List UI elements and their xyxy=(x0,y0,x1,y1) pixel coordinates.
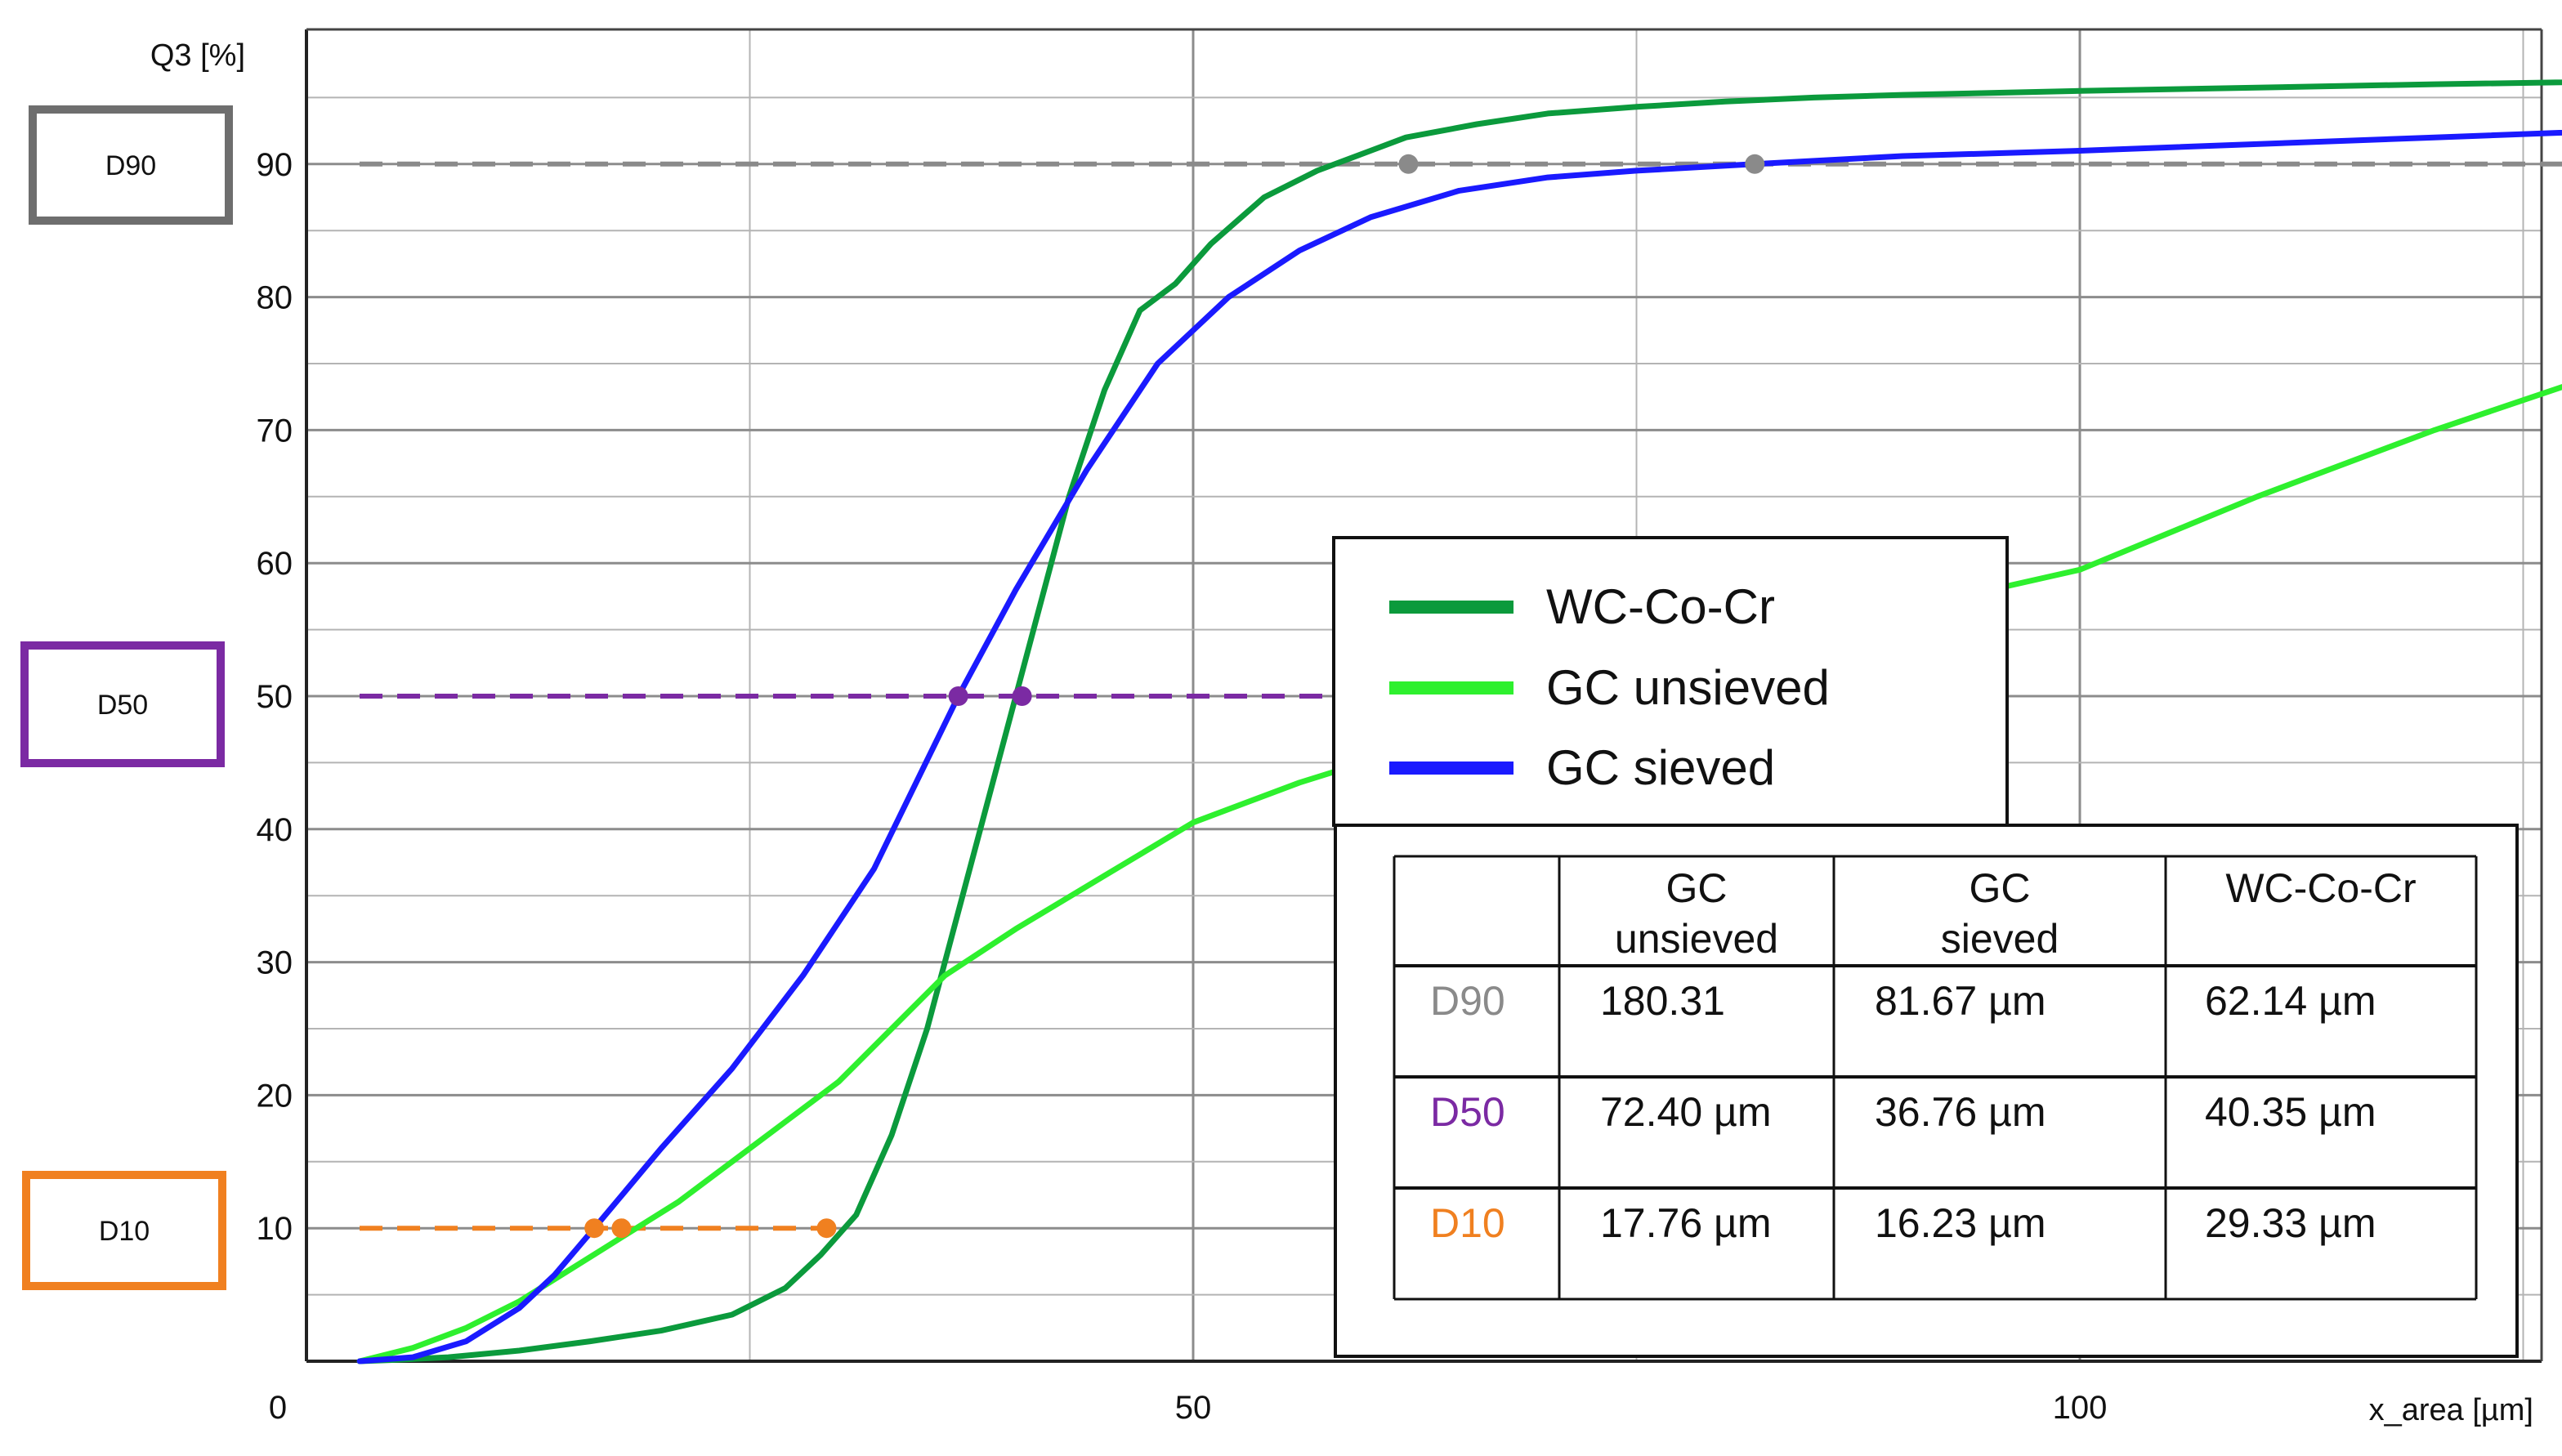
d-value-table: GC unsieved GC sieved WC-Co-Cr D90 180.31 81.67… xyxy=(1334,824,2519,1358)
table-row-label-d10: D10 xyxy=(1430,1200,1505,1246)
y-tick-label: 80 xyxy=(257,280,293,316)
side-box-d50-label: D50 xyxy=(97,690,148,721)
y-axis-label: Q3 [%] xyxy=(150,38,245,73)
legend-entry-gc-sieved: GC sieved xyxy=(1546,740,1775,795)
y-tick-label: 70 xyxy=(257,413,293,449)
d-point-d10 xyxy=(611,1218,632,1239)
x-axis-label: x_area [µm] xyxy=(2369,1393,2533,1427)
d-point-d10 xyxy=(584,1218,605,1239)
table-cell: 17.76 µm xyxy=(1600,1200,1771,1246)
table-cell: 40.35 µm xyxy=(2205,1089,2376,1135)
d-point-d50 xyxy=(1012,686,1032,706)
side-box-d10 xyxy=(22,1171,226,1290)
legend: WC-Co-Cr GC unsieved GC sieved xyxy=(1332,536,2009,827)
table-cell: 180.31 xyxy=(1600,978,1725,1024)
table-cell: 81.67 µm xyxy=(1875,978,2046,1024)
side-box-d10-label: D10 xyxy=(99,1216,150,1247)
table-header-cell: GC xyxy=(1666,865,1728,911)
y-tick-label: 20 xyxy=(257,1078,293,1114)
series-line-gc-sieved xyxy=(356,129,2562,1364)
d-point-d90 xyxy=(1398,154,1419,174)
table-outer-box xyxy=(1334,824,2519,1358)
legend-entry-wc-co-cr: WC-Co-Cr xyxy=(1546,579,1775,634)
side-box-d90 xyxy=(29,105,233,225)
table-header-cell: WC-Co-Cr xyxy=(2225,865,2416,911)
table-cell: 16.23 µm xyxy=(1875,1200,2046,1246)
table-header-cell: unsieved xyxy=(1615,916,1778,962)
y-tick-label: 90 xyxy=(257,147,293,183)
table-cell: 72.40 µm xyxy=(1600,1089,1771,1135)
y-tick-label: 40 xyxy=(257,812,293,848)
table-row-label-d90: D90 xyxy=(1430,978,1505,1024)
table-cell: 36.76 µm xyxy=(1875,1089,2046,1135)
axes xyxy=(305,28,2543,1363)
tick-labels: 050100150200102030405060708090 xyxy=(257,147,2108,1426)
series-line-wc-co-cr xyxy=(356,79,2562,1364)
y-tick-label: 50 xyxy=(257,679,293,715)
table-cell: 62.14 µm xyxy=(2205,978,2376,1024)
table-header-cell: GC xyxy=(1970,865,2031,911)
side-boxes: D90 D50 D10 xyxy=(20,105,233,1290)
table-header-cell: sieved xyxy=(1941,916,2059,962)
x-tick-label: 50 xyxy=(1175,1390,1212,1426)
d-point-d90 xyxy=(1745,154,1765,174)
d-point-d50 xyxy=(948,686,968,706)
x-tick-label: 100 xyxy=(2053,1390,2108,1426)
table-cell: 29.33 µm xyxy=(2205,1200,2376,1246)
y-tick-label: 30 xyxy=(257,945,293,981)
side-box-d50 xyxy=(20,641,225,767)
y-tick-label: 60 xyxy=(257,546,293,582)
y-tick-label: 10 xyxy=(257,1211,293,1247)
legend-entry-gc-unsieved: GC unsieved xyxy=(1546,660,1830,715)
side-box-d90-label: D90 xyxy=(105,150,156,181)
table-row-label-d50: D50 xyxy=(1430,1089,1505,1135)
x-tick-label: 0 xyxy=(269,1390,287,1426)
d-point-d10 xyxy=(816,1218,837,1239)
